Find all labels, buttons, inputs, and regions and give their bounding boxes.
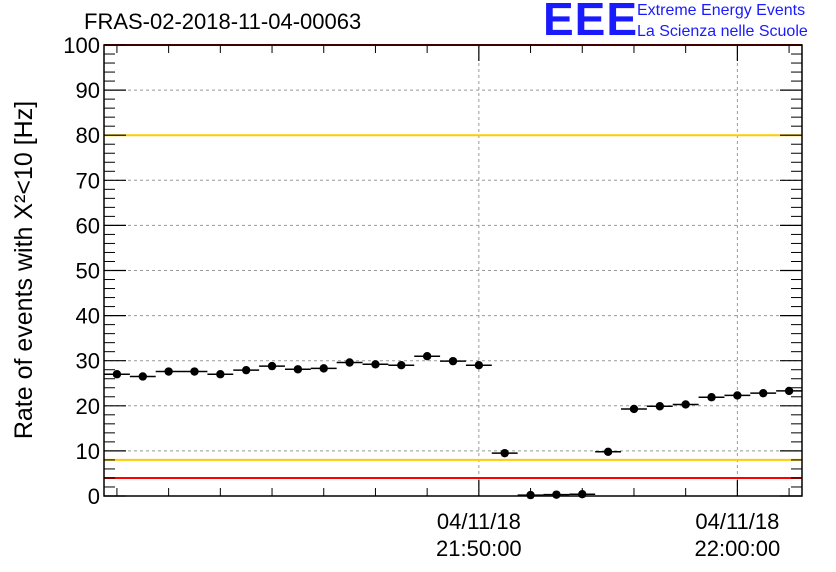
data-point	[500, 448, 509, 458]
x-tick-date: 04/11/18	[695, 509, 779, 534]
data-point	[319, 364, 328, 373]
y-tick-label: 60	[76, 213, 100, 238]
data-points	[104, 351, 802, 500]
grid-lines	[104, 45, 802, 496]
data-point	[448, 356, 458, 366]
data-point	[733, 391, 742, 400]
axis-ticks	[104, 44, 802, 497]
axis-labels: 010203040506070809010004/11/1821:50:0004…	[63, 33, 780, 561]
data-point	[629, 404, 639, 414]
y-tick-label: 50	[76, 259, 100, 284]
data-point	[164, 367, 173, 376]
logo-mark: EEE	[543, 0, 639, 45]
data-point	[345, 358, 354, 367]
data-point	[552, 490, 561, 499]
data-point	[603, 447, 613, 457]
logo-line-1: Extreme Energy Events	[637, 2, 806, 19]
y-tick-label: 40	[76, 304, 100, 329]
logo-line-2: La Scienza nelle Scuole	[637, 23, 808, 40]
y-tick-label: 30	[76, 349, 100, 374]
reference-lines	[104, 44, 802, 479]
data-point	[784, 386, 794, 396]
y-tick-label: 70	[76, 168, 100, 193]
data-point	[371, 360, 380, 369]
data-point	[422, 351, 432, 361]
data-point	[138, 372, 147, 381]
eee-logo: EEE Extreme Energy Events La Scienza nel…	[543, 0, 808, 45]
chart-title: FRAS-02-2018-11-04-00063	[84, 9, 362, 34]
x-tick-date: 04/11/18	[437, 509, 521, 534]
data-point	[216, 370, 225, 379]
data-point	[681, 400, 690, 409]
data-point	[293, 365, 303, 374]
y-tick-label: 80	[76, 123, 100, 148]
y-tick-label: 90	[76, 78, 100, 103]
data-point	[707, 393, 716, 402]
data-point	[190, 367, 199, 376]
data-point	[267, 361, 277, 371]
y-tick-label: 100	[63, 33, 100, 58]
x-tick-time: 21:50:00	[436, 536, 522, 561]
data-point	[112, 370, 122, 379]
data-point	[241, 365, 251, 375]
data-point	[474, 361, 484, 370]
y-axis-label: Rate of events with X²<10 [Hz]	[10, 101, 38, 439]
data-point	[655, 402, 665, 411]
x-tick-time: 22:00:00	[695, 536, 781, 561]
data-point	[397, 361, 406, 370]
y-tick-label: 20	[76, 394, 100, 419]
data-point	[759, 388, 768, 398]
y-tick-label: 0	[88, 484, 100, 509]
y-tick-label: 10	[76, 439, 100, 464]
